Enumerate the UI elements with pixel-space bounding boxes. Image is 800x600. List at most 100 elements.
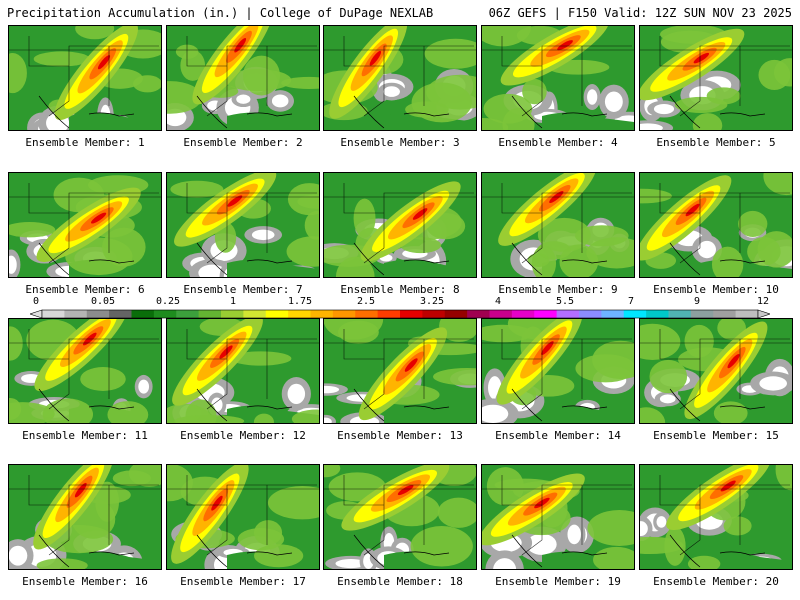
colorbar-segment xyxy=(400,310,423,318)
ensemble-member-label: Ensemble Member: 19 xyxy=(495,575,621,588)
ensemble-member-label: Ensemble Member: 8 xyxy=(340,283,460,296)
ensemble-member-label: Ensemble Member: 10 xyxy=(653,283,779,296)
colorbar-tick-label: 4 xyxy=(494,296,502,307)
colorbar-segment xyxy=(86,310,110,318)
colorbar-segment xyxy=(511,310,535,318)
ensemble-member-label: Ensemble Member: 13 xyxy=(337,429,463,442)
ensemble-member-label: Ensemble Member: 5 xyxy=(656,136,776,149)
ensemble-map-panel xyxy=(323,464,477,570)
colorbar-segment xyxy=(444,310,468,318)
colorbar-segment xyxy=(332,310,356,318)
ensemble-member-label: Ensemble Member: 11 xyxy=(22,429,148,442)
colorbar-tick-label: 0.05 xyxy=(90,296,116,307)
colorbar-segment xyxy=(646,310,669,318)
colorbar-segment xyxy=(713,310,737,318)
colorbar-tick-label: 0 xyxy=(32,296,40,307)
ensemble-map-panel xyxy=(8,318,162,424)
ensemble-map-panel xyxy=(166,464,320,570)
colorbar-segment xyxy=(556,310,580,318)
colorbar-segment xyxy=(467,310,490,318)
colorbar-segment xyxy=(489,310,513,318)
precipitation-map xyxy=(640,319,792,423)
colorbar-segment xyxy=(422,310,446,318)
ensemble-member-label: Ensemble Member: 1 xyxy=(25,136,145,149)
colorbar-segment xyxy=(310,310,334,318)
ensemble-map-panel xyxy=(323,25,477,131)
colorbar-tick-label: 1.75 xyxy=(287,296,313,307)
precipitation-map xyxy=(324,465,476,569)
colorbar-tick-label: 12 xyxy=(756,296,770,307)
colorbar-tick-label: 1 xyxy=(229,296,237,307)
ensemble-member-label: Ensemble Member: 17 xyxy=(180,575,306,588)
colorbar-segment xyxy=(243,310,267,318)
colorbar-segment xyxy=(579,310,602,318)
precipitation-map xyxy=(482,319,634,423)
precipitation-map xyxy=(9,26,161,130)
precipitation-map xyxy=(482,173,634,277)
colorbar-segment xyxy=(153,310,177,318)
ensemble-map-panel xyxy=(8,464,162,570)
ensemble-map-panel xyxy=(481,172,635,278)
precipitation-map xyxy=(324,26,476,130)
ensemble-member-label: Ensemble Member: 3 xyxy=(340,136,460,149)
colorbar-tick-label: 5.5 xyxy=(555,296,575,307)
colorbar-segment xyxy=(355,310,379,318)
colorbar-tick-label: 0.25 xyxy=(155,296,181,307)
ensemble-member-label: Ensemble Member: 12 xyxy=(180,429,306,442)
colorbar-segment xyxy=(668,310,692,318)
ensemble-map-panel xyxy=(323,318,477,424)
precipitation-colorbar xyxy=(30,309,770,319)
colorbar-segment xyxy=(601,310,625,318)
ensemble-map-panel xyxy=(639,25,793,131)
ensemble-member-label: Ensemble Member: 15 xyxy=(653,429,779,442)
colorbar-segment xyxy=(176,310,200,318)
precipitation-map xyxy=(324,319,476,423)
ensemble-map-panel xyxy=(481,464,635,570)
colorbar-segment xyxy=(735,310,759,318)
colorbar-segment xyxy=(109,310,132,318)
map-title: Precipitation Accumulation (in.) | Colle… xyxy=(7,6,434,20)
ensemble-member-label: Ensemble Member: 18 xyxy=(337,575,463,588)
ensemble-map-panel xyxy=(166,25,320,131)
colorbar-tick-label: 9 xyxy=(693,296,701,307)
ensemble-map-panel xyxy=(8,172,162,278)
colorbar-tick-label: 7 xyxy=(627,296,635,307)
ensemble-map-panel xyxy=(481,25,635,131)
colorbar-segment xyxy=(690,310,714,318)
colorbar-segment xyxy=(42,310,65,318)
colorbar-segment xyxy=(198,310,222,318)
ensemble-member-label: Ensemble Member: 9 xyxy=(498,283,618,296)
ensemble-map-panel xyxy=(639,172,793,278)
precipitation-map xyxy=(9,173,161,277)
colorbar-segment xyxy=(377,310,401,318)
precipitation-map xyxy=(640,173,792,277)
ensemble-map-panel xyxy=(639,318,793,424)
ensemble-member-label: Ensemble Member: 4 xyxy=(498,136,618,149)
precipitation-map xyxy=(640,465,792,569)
ensemble-member-label: Ensemble Member: 20 xyxy=(653,575,779,588)
precipitation-map xyxy=(324,173,476,277)
colorbar-left-arrow xyxy=(30,309,43,319)
ensemble-member-label: Ensemble Member: 7 xyxy=(183,283,303,296)
ensemble-member-label: Ensemble Member: 14 xyxy=(495,429,621,442)
colorbar-segment xyxy=(265,310,289,318)
ensemble-map-panel xyxy=(481,318,635,424)
precipitation-map xyxy=(9,465,161,569)
precipitation-map xyxy=(167,26,319,130)
colorbar-segment xyxy=(131,310,155,318)
ensemble-map-panel xyxy=(166,318,320,424)
precipitation-map xyxy=(482,465,634,569)
ensemble-member-label: Ensemble Member: 2 xyxy=(183,136,303,149)
colorbar-right-arrow xyxy=(757,309,770,319)
precipitation-map xyxy=(167,319,319,423)
ensemble-member-label: Ensemble Member: 16 xyxy=(22,575,148,588)
ensemble-member-label: Ensemble Member: 6 xyxy=(25,283,145,296)
colorbar-segment xyxy=(288,310,311,318)
model-run-info: 06Z GEFS | F150 Valid: 12Z SUN NOV 23 20… xyxy=(488,6,792,20)
colorbar-segment xyxy=(64,310,88,318)
ensemble-map-panel xyxy=(8,25,162,131)
ensemble-map-panel xyxy=(323,172,477,278)
colorbar-segment xyxy=(221,310,244,318)
precipitation-map xyxy=(640,26,792,130)
precipitation-map xyxy=(167,173,319,277)
